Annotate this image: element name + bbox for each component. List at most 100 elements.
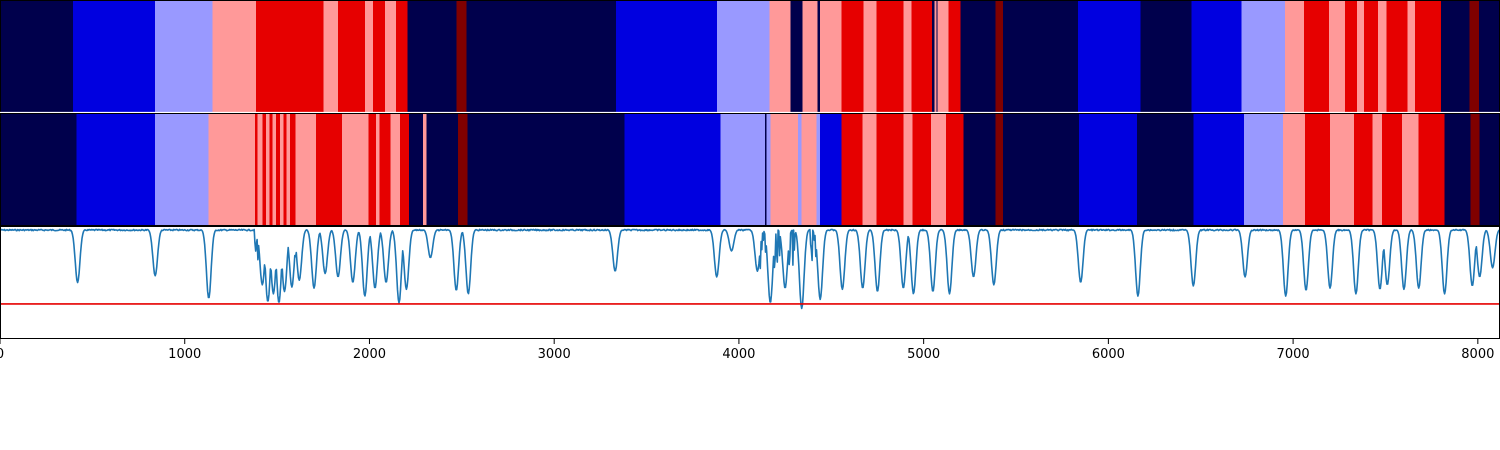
bottom-band-segment-57 [1402,113,1419,226]
bottom-band-segment-46 [1003,113,1079,226]
bottom-band-segment-43 [945,113,964,226]
bottom-band-segment-18 [368,113,376,226]
top-band-segment-5 [323,0,339,113]
bottom-band-segment-53 [1330,113,1355,226]
x-tick-label-1000: 1000 [168,347,201,362]
bottom-band-segment-59 [1444,113,1471,226]
x-tick-label-5000: 5000 [907,347,940,362]
top-band-segment-19 [817,0,821,113]
bottom-band-segment-26 [458,113,468,226]
bottom-band-segment-21 [390,113,400,226]
top-band-segment-32 [995,0,1004,113]
bottom-band-segment-16 [315,113,342,226]
top-band-segment-20 [820,0,842,113]
top-band-segment-9 [385,0,397,113]
top-band-segment-29 [937,0,949,113]
top-band-segment-22 [863,0,877,113]
bottom-band-segment-14 [290,113,296,226]
x-tick-label-8000: 8000 [1461,347,1494,362]
bottom-band-segment-3 [208,113,255,226]
top-band-segment-14 [616,0,717,113]
bottom-band-segment-7 [266,113,270,226]
bottom-band-segment-48 [1137,113,1194,226]
bottom-band-segment-17 [341,113,369,226]
top-band-segment-45 [1386,0,1408,113]
top-band-segment-25 [911,0,932,113]
x-tick-label-3000: 3000 [538,347,571,362]
bottom-band-segment-61 [1479,113,1500,226]
top-band-segment-35 [1140,0,1192,113]
top-band-segment-40 [1329,0,1345,113]
bottom-band-segment-37 [841,113,863,226]
top-band-segment-12 [456,0,467,113]
bottom-band-segment-42 [931,113,946,226]
bottom-band-segment-27 [467,113,625,226]
top-heatmap-band [0,0,1500,114]
top-band-segment-6 [338,0,365,113]
bottom-band-segment-9 [272,113,277,226]
bottom-band-segment-44 [963,113,996,226]
bottom-band-segment-52 [1305,113,1331,226]
bottom-band-segment-1 [76,113,156,226]
top-band-segment-31 [960,0,996,113]
top-band-segment-28 [936,0,938,113]
top-band-segment-16 [769,0,791,113]
bottom-heatmap-band [0,113,1500,226]
bottom-band-segment-4 [254,113,258,226]
top-band-segment-41 [1344,0,1357,113]
top-band-segment-42 [1356,0,1365,113]
top-band-segment-46 [1407,0,1416,113]
bottom-band-segment-36 [820,113,842,226]
signal-line [0,228,1500,310]
top-band-segment-0 [0,0,73,113]
top-band-segment-1 [72,0,156,113]
bottom-band-segment-30 [764,113,767,226]
top-band-segment-50 [1478,0,1500,113]
top-band-segment-38 [1284,0,1305,113]
bottom-band-segment-20 [379,113,391,226]
bottom-band-segment-38 [862,113,877,226]
bottom-band-segment-32 [770,113,799,226]
top-band-segment-37 [1241,0,1285,113]
bottom-band-segment-33 [798,113,802,226]
top-band-segment-34 [1077,0,1141,113]
top-band-segment-33 [1003,0,1078,113]
top-band-segment-26 [931,0,935,113]
bottom-band-segment-49 [1193,113,1245,226]
bottom-band-segment-0 [0,113,77,226]
signal-panel-frame [0,226,1500,339]
top-band-segment-18 [802,0,818,113]
top-band-segment-39 [1304,0,1330,113]
top-band-segment-43 [1364,0,1379,113]
bottom-band-segment-47 [1078,113,1138,226]
bottom-band-segment-25 [426,113,459,226]
top-band-segment-8 [373,0,386,113]
bottom-band-segment-58 [1418,113,1445,226]
signal-panel [0,226,1500,339]
top-band-segment-3 [212,0,256,113]
bottom-band-segment-19 [375,113,380,226]
top-band-segment-11 [407,0,457,113]
top-band-segment-7 [364,0,374,113]
bottom-band-segment-60 [1470,113,1480,226]
bottom-band-segment-6 [262,113,267,226]
x-tick-label-2000: 2000 [353,347,386,362]
bottom-band-segment-45 [995,113,1004,226]
top-band-segment-10 [396,0,408,113]
top-band-segment-2 [155,0,213,113]
bottom-band-segment-56 [1381,113,1403,226]
bottom-band-segment-39 [876,113,904,226]
bottom-band-segment-8 [269,113,273,226]
x-tick-label-0: 0 [0,347,4,362]
top-band-segment-13 [466,0,617,113]
bottom-band-segment-15 [295,113,316,226]
bottom-band-segment-35 [816,113,821,226]
top-band-segment-36 [1191,0,1242,113]
x-axis: 0 1000 2000 3000 4000 5000 6000 7000 8000 [0,339,1494,362]
top-band-segment-17 [790,0,803,113]
top-band-segment-27 [934,0,937,113]
bottom-band-segment-5 [257,113,263,226]
bottom-band-segment-50 [1244,113,1283,226]
bottom-band-segment-12 [283,113,287,226]
